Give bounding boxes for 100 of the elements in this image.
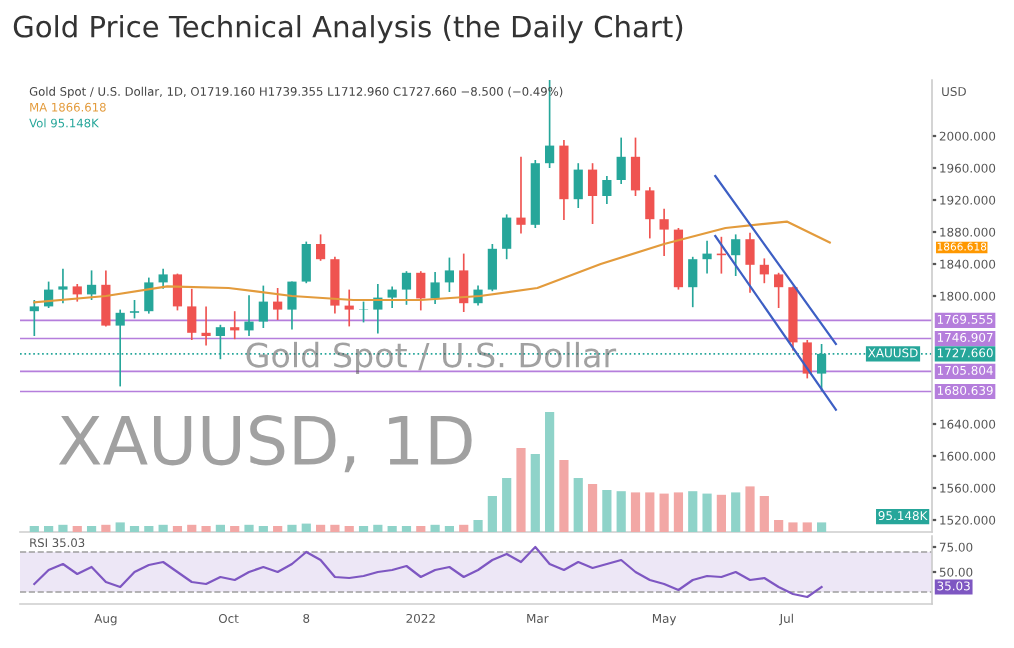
candlestick (344, 288, 354, 328)
bar (230, 526, 240, 532)
bar (301, 523, 311, 532)
bar (387, 526, 397, 532)
bar (573, 478, 583, 532)
bar (559, 460, 569, 532)
bar (774, 520, 784, 532)
bar (86, 526, 97, 532)
bar (745, 486, 755, 532)
bar (816, 522, 827, 532)
bar (401, 526, 412, 532)
bar (144, 526, 154, 532)
candlestick (358, 300, 369, 324)
chart-title: Gold Price Technical Analysis (the Daily Chart) (13, 15, 683, 44)
bar (315, 524, 326, 532)
candlestick (688, 255, 698, 309)
bar (659, 493, 669, 532)
candlestick (401, 270, 412, 306)
candlestick (502, 213, 512, 261)
candlestick (702, 239, 712, 275)
bar (645, 492, 655, 532)
bar (172, 526, 183, 532)
candlestick (86, 269, 97, 301)
bar (72, 526, 82, 532)
bar (273, 526, 283, 532)
candlestick (459, 252, 469, 313)
bar (673, 492, 684, 532)
candlestick (774, 271, 784, 309)
bar (516, 448, 526, 532)
bar (158, 524, 168, 532)
bar (802, 522, 812, 532)
bar (587, 484, 598, 532)
bar (688, 491, 698, 532)
bar (244, 524, 254, 532)
candlestick (516, 155, 526, 235)
bar (716, 494, 726, 532)
candlestick (430, 271, 440, 305)
bar (702, 493, 712, 532)
bar (530, 454, 540, 532)
candlestick (759, 257, 769, 285)
candlestick (144, 276, 154, 315)
candlestick (587, 162, 598, 225)
candlestick (659, 207, 669, 257)
bar (616, 491, 626, 532)
bar (759, 496, 769, 532)
line-series (33, 545, 823, 599)
bar (487, 496, 497, 532)
bar (731, 492, 741, 532)
bar (344, 526, 354, 532)
candlestick (230, 310, 240, 341)
candlestick (630, 136, 641, 197)
candlestick (301, 240, 311, 285)
bar (330, 524, 340, 532)
bar (545, 412, 555, 532)
candlestick (645, 186, 655, 240)
bar (44, 526, 54, 532)
bar (444, 526, 455, 532)
bar (430, 524, 440, 532)
candlestick (330, 255, 340, 315)
annotation: Gold Spot / U.S. Dollar (246, 341, 617, 375)
candlestick (387, 285, 397, 309)
bar (416, 526, 426, 532)
bar (129, 526, 140, 532)
candlestick (129, 299, 140, 320)
bar (373, 524, 383, 532)
candlestick (315, 233, 326, 262)
bar (602, 490, 612, 532)
annotation: XAUUSD, 1D (58, 415, 472, 473)
bar (58, 524, 68, 532)
bar (358, 526, 369, 532)
candlestick (487, 243, 497, 293)
bar (630, 492, 641, 532)
bar (101, 524, 111, 532)
bar (187, 524, 197, 532)
candlestick (416, 270, 426, 312)
candlestick (58, 267, 68, 305)
candlestick (731, 233, 741, 277)
bar (215, 524, 225, 532)
bar (788, 522, 798, 532)
bar (473, 520, 483, 532)
candlestick (244, 294, 254, 337)
candlestick (444, 256, 455, 293)
candlestick (273, 287, 283, 321)
candlestick (29, 299, 39, 337)
candlestick (201, 305, 211, 347)
candlestick (158, 267, 168, 290)
candlestick (602, 175, 612, 205)
bar (115, 522, 125, 532)
bar (502, 478, 512, 532)
candlestick (745, 231, 755, 294)
bar (29, 526, 39, 532)
candlestick (573, 162, 583, 209)
bar (201, 526, 211, 532)
bar (459, 524, 469, 532)
bar (258, 526, 268, 532)
candlestick (616, 136, 626, 185)
candlestick (187, 287, 197, 341)
bar (287, 524, 297, 532)
candlestick (258, 284, 268, 329)
candlestick (101, 269, 111, 328)
